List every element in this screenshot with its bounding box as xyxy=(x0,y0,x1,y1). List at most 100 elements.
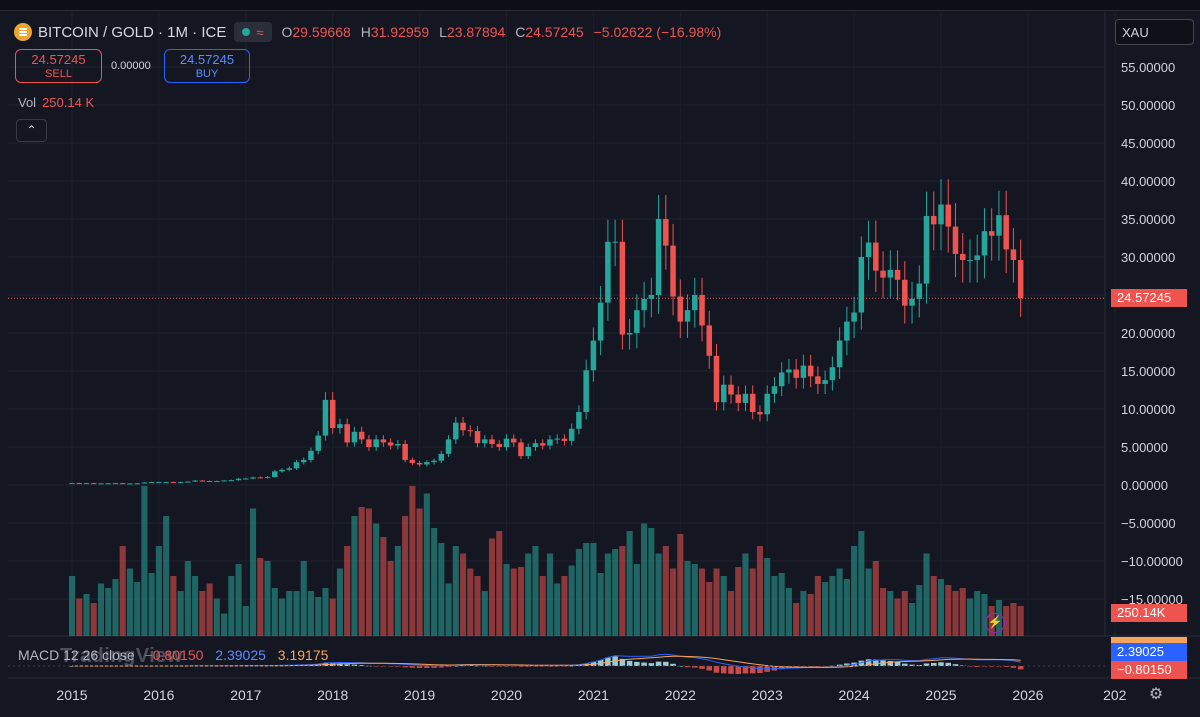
volume-bar xyxy=(257,558,264,636)
volume-bar xyxy=(612,549,619,636)
sell-button[interactable]: 24.57245 SELL xyxy=(15,49,102,83)
macd-histogram-bar xyxy=(865,659,872,666)
volume-bar xyxy=(1003,606,1010,636)
candle-body xyxy=(887,269,894,278)
volume-bar xyxy=(713,568,720,636)
volume-bar xyxy=(793,603,800,636)
candle-body xyxy=(228,480,235,482)
high-label: H xyxy=(360,24,371,40)
collapse-legend-button[interactable]: ⌃ xyxy=(16,119,47,142)
candle-body xyxy=(90,483,97,485)
candle-body xyxy=(250,477,256,479)
volume-bar xyxy=(271,588,278,636)
volume-bar xyxy=(1010,603,1017,636)
candle-body xyxy=(605,241,611,303)
volume-legend[interactable]: Vol 250.14 K xyxy=(18,95,94,110)
macd-histogram-bar xyxy=(923,663,930,666)
volume-bar xyxy=(807,594,814,636)
macd-histogram-bar xyxy=(554,666,560,667)
volume-bar xyxy=(141,486,148,636)
volume-bar xyxy=(648,528,655,636)
candle-body xyxy=(670,245,676,297)
macd-histogram-bar xyxy=(358,665,365,666)
macd-legend[interactable]: MACD 12 26 close −0.80150 2.39025 3.1917… xyxy=(18,647,328,663)
candle-body xyxy=(416,462,423,465)
x-tick-label: 202 xyxy=(1103,687,1127,703)
macd-histogram-bar xyxy=(1017,666,1024,670)
y-tick-label: 40.00000 xyxy=(1121,174,1175,189)
candle-body xyxy=(510,438,517,443)
macd-histogram-bar xyxy=(344,664,350,666)
volume-bar xyxy=(684,561,691,636)
volume-bar xyxy=(597,573,604,636)
candle-body xyxy=(576,412,582,429)
volume-bar xyxy=(720,576,727,636)
volume-bar xyxy=(358,507,365,636)
volume-bar xyxy=(228,576,235,636)
volume-bar xyxy=(402,516,409,636)
candle-body xyxy=(453,422,459,440)
volume-bar xyxy=(365,508,372,636)
candle-body xyxy=(503,438,510,447)
candle-body xyxy=(489,439,495,444)
compare-symbol-input[interactable]: XAU xyxy=(1115,19,1194,45)
volume-bar xyxy=(908,603,916,636)
candle-body xyxy=(148,482,155,484)
volume-bar xyxy=(460,553,467,636)
macd-histogram-bar xyxy=(938,662,944,666)
wave-icon: ≈ xyxy=(256,24,264,40)
macd-histogram-bar xyxy=(822,666,828,667)
candle-body xyxy=(554,438,560,440)
volume-bar xyxy=(829,576,836,636)
macd-histogram-bar xyxy=(931,662,937,666)
candle-body xyxy=(648,295,655,299)
candle-body xyxy=(156,482,162,484)
market-status-pill[interactable]: ≈ xyxy=(234,22,272,42)
candle-body xyxy=(851,312,857,322)
volume-bar xyxy=(851,546,858,636)
candle-body xyxy=(525,447,531,457)
candle-body xyxy=(996,215,1002,236)
volume-bar xyxy=(756,546,763,636)
candle-body xyxy=(793,369,799,378)
macd-histogram-bar xyxy=(489,666,495,667)
candle-body xyxy=(518,442,524,457)
volume-bar xyxy=(916,585,923,636)
candle-body xyxy=(583,370,589,413)
candle-body xyxy=(127,483,133,485)
symbol-header: BITCOIN / GOLD · 1M · ICE ≈ O29.59668 H3… xyxy=(14,22,727,42)
candle-body xyxy=(322,399,329,436)
candle-body xyxy=(1017,260,1024,299)
candle-body xyxy=(757,412,763,415)
buy-button[interactable]: 24.57245 BUY xyxy=(164,49,250,83)
volume-bar xyxy=(264,561,271,636)
candle-body xyxy=(424,462,430,465)
candle-body xyxy=(938,204,944,225)
volume-bar xyxy=(488,538,496,636)
macd-histogram-bar xyxy=(959,665,966,667)
sell-price: 24.57245 xyxy=(31,52,86,67)
volume-bar xyxy=(880,588,887,636)
lightning-icon[interactable]: ⚡ xyxy=(985,613,1005,633)
candle-body xyxy=(431,460,437,463)
macd-histogram-bar xyxy=(409,666,416,668)
y-tick-label: −15.00000 xyxy=(1121,592,1183,607)
candle-body xyxy=(532,443,539,447)
tradingview-watermark: TradingView xyxy=(60,645,183,667)
candle-body xyxy=(69,483,75,485)
candle-body xyxy=(539,443,546,446)
volume-bar xyxy=(1017,606,1024,636)
macd-histogram-bar xyxy=(648,663,655,666)
candle-body xyxy=(902,279,908,306)
volume-bar xyxy=(771,576,778,636)
settings-gear-icon[interactable]: ⚙ xyxy=(1148,686,1164,703)
volume-bar xyxy=(163,516,170,636)
macd-histogram-bar xyxy=(532,666,539,667)
candle-body xyxy=(974,255,980,261)
symbol-title[interactable]: BITCOIN / GOLD · 1M · ICE xyxy=(38,23,227,41)
macd-histogram-bar xyxy=(351,664,358,666)
candle-body xyxy=(778,372,785,387)
ohlc-readout: O29.59668 H31.92959 L23.87894 C24.57245 … xyxy=(282,24,728,40)
